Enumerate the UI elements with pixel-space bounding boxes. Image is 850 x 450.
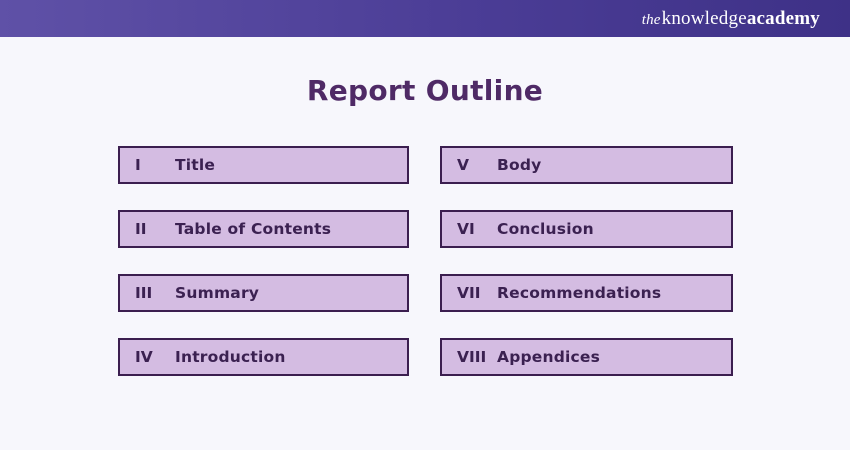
item-numeral: VI [457,220,475,238]
outline-grid: I Title II Table of Contents III Summary… [118,146,733,376]
logo-academy-text: academy [746,8,820,29]
item-label: Recommendations [497,284,662,302]
item-label: Summary [175,284,260,302]
item-label: Body [497,156,542,174]
logo-the-text: the [641,12,661,28]
header-bar: theknowledgeacademy [0,0,850,37]
outline-item-table-of-contents: II Table of Contents [118,210,409,248]
outline-item-body: V Body [440,146,733,184]
item-label: Table of Contents [175,220,332,238]
logo-knowledge-text: knowledge [661,8,747,29]
outline-item-introduction: IV Introduction [118,338,409,376]
item-label: Introduction [175,348,286,366]
item-label: Conclusion [497,220,594,238]
item-numeral: VII [457,284,481,302]
item-numeral: I [135,156,141,174]
item-numeral: V [457,156,469,174]
item-numeral: IV [135,348,153,366]
outline-item-conclusion: VI Conclusion [440,210,733,248]
outline-item-appendices: VIII Appendices [440,338,733,376]
outline-item-summary: III Summary [118,274,409,312]
item-numeral: VIII [457,348,487,366]
page-title: Report Outline [306,74,544,107]
outline-item-title: I Title [118,146,409,184]
item-numeral: III [135,284,153,302]
knowledge-academy-logo: theknowledgeacademy [642,9,820,28]
item-label: Title [175,156,216,174]
item-label: Appendices [497,348,601,366]
item-numeral: II [135,220,147,238]
outline-item-recommendations: VII Recommendations [440,274,733,312]
